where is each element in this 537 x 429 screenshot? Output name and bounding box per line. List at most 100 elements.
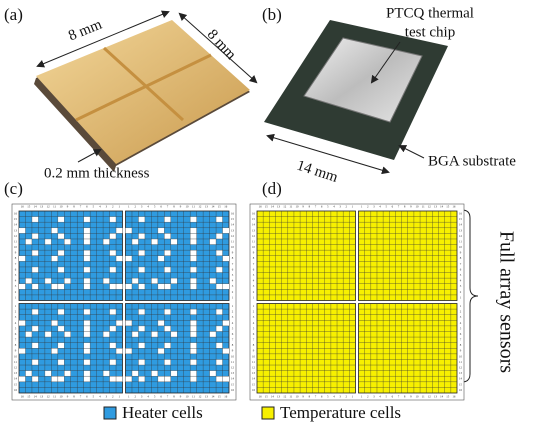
blank-cell bbox=[19, 228, 25, 234]
grid-label: 12 bbox=[459, 366, 463, 370]
blank-cell bbox=[45, 331, 51, 337]
blank-cell bbox=[45, 278, 51, 284]
blank-cell bbox=[103, 239, 109, 245]
grid-label: 15 bbox=[446, 205, 450, 209]
blank-cell bbox=[84, 267, 90, 273]
blank-cell bbox=[138, 284, 144, 290]
grid-label: 16 bbox=[259, 205, 263, 209]
blank-cell bbox=[138, 359, 144, 365]
grid-label: 13 bbox=[205, 395, 209, 399]
grid-label: 14 bbox=[211, 205, 215, 209]
bracket bbox=[462, 210, 478, 382]
figure: (a) 8 mm 8 mm 0.2 mm thickness (b) PTCQ … bbox=[0, 0, 537, 429]
grid-label: 12 bbox=[14, 366, 18, 370]
blank-cell bbox=[126, 376, 132, 382]
grid-label: 14 bbox=[252, 377, 256, 381]
blank-cell bbox=[158, 228, 164, 234]
grid-label: 10 bbox=[415, 205, 419, 209]
grid-label: 16 bbox=[14, 388, 18, 392]
blank-cell bbox=[223, 256, 229, 262]
blank-cell bbox=[190, 376, 196, 382]
grid-label: 11 bbox=[422, 395, 425, 399]
blank-cell bbox=[51, 256, 57, 262]
blank-cell bbox=[64, 371, 70, 377]
grid-label: 16 bbox=[14, 211, 18, 215]
blank-cell bbox=[190, 371, 196, 377]
grid-label: 13 bbox=[40, 205, 44, 209]
blank-cell bbox=[103, 331, 109, 337]
blank-cell bbox=[58, 233, 64, 239]
grid-label: 13 bbox=[14, 228, 18, 232]
blank-cell bbox=[84, 250, 90, 256]
blank-cell bbox=[32, 250, 38, 256]
grid-label: 16 bbox=[252, 388, 256, 392]
grid-label: 14 bbox=[271, 395, 275, 399]
blank-cell bbox=[19, 320, 25, 326]
blank-cell bbox=[190, 256, 196, 262]
grid-label: 11 bbox=[14, 360, 17, 364]
blank-cell bbox=[58, 250, 64, 256]
grid-label: 15 bbox=[265, 205, 269, 209]
grid-label: 12 bbox=[252, 366, 256, 370]
grid-label: 11 bbox=[192, 205, 195, 209]
blank-cell bbox=[116, 228, 122, 234]
blank-cell bbox=[110, 343, 116, 349]
blank-cell bbox=[58, 326, 64, 332]
blank-cell bbox=[110, 326, 116, 332]
blank-cell bbox=[32, 309, 38, 315]
blank-cell bbox=[116, 348, 122, 354]
grid-label: 11 bbox=[459, 239, 462, 243]
blank-cell bbox=[164, 359, 170, 365]
grid-label: 12 bbox=[428, 205, 432, 209]
grid-label: 12 bbox=[231, 366, 235, 370]
grid-label: 10 bbox=[296, 395, 300, 399]
grid-label: 11 bbox=[289, 205, 292, 209]
grid-label: 15 bbox=[265, 395, 269, 399]
blank-cell bbox=[110, 309, 116, 315]
blank-cell bbox=[64, 239, 70, 245]
blank-cell bbox=[32, 376, 38, 382]
blank-cell bbox=[138, 217, 144, 223]
blank-cell bbox=[138, 233, 144, 239]
grid-label: 16 bbox=[459, 211, 463, 215]
blank-cell bbox=[103, 278, 109, 284]
grid-label: 10 bbox=[415, 395, 419, 399]
blank-cell bbox=[132, 371, 138, 377]
grid-label: 13 bbox=[231, 371, 235, 375]
blank-cell bbox=[103, 371, 109, 377]
blank-cell bbox=[45, 239, 51, 245]
grid-label: 14 bbox=[34, 395, 38, 399]
grid-label: 11 bbox=[459, 360, 462, 364]
blank-cell bbox=[64, 331, 70, 337]
legend-label: Heater cells bbox=[122, 403, 203, 422]
grid-label: 14 bbox=[14, 223, 18, 227]
blank-cell bbox=[84, 233, 90, 239]
blank-cell bbox=[19, 376, 25, 382]
blank-cell bbox=[151, 278, 157, 284]
grid-label: 10 bbox=[14, 245, 18, 249]
blank-cell bbox=[138, 250, 144, 256]
blank-cell bbox=[110, 376, 116, 382]
grid-label: 13 bbox=[205, 205, 209, 209]
blank-cell bbox=[216, 376, 222, 382]
blank-cell bbox=[223, 228, 229, 234]
blank-cell bbox=[190, 239, 196, 245]
grid-label: 10 bbox=[185, 205, 189, 209]
blank-cell bbox=[51, 348, 57, 354]
blank-cell bbox=[58, 359, 64, 365]
grid-quadrant bbox=[126, 211, 230, 301]
grid-label: 10 bbox=[231, 354, 235, 358]
grid-label: 15 bbox=[14, 217, 18, 221]
grid-label: 15 bbox=[252, 382, 256, 386]
thickness-label: 0.2 mm thickness bbox=[44, 165, 150, 181]
blank-cell bbox=[164, 309, 170, 315]
blank-cell bbox=[223, 348, 229, 354]
grid-label: 16 bbox=[224, 205, 228, 209]
blank-cell bbox=[190, 359, 196, 365]
blank-cell bbox=[58, 284, 64, 290]
grid-label: 13 bbox=[252, 371, 256, 375]
grid-label: 12 bbox=[428, 395, 432, 399]
blank-cell bbox=[84, 348, 90, 354]
grid-label: 11 bbox=[192, 395, 195, 399]
blank-cell bbox=[84, 376, 90, 382]
